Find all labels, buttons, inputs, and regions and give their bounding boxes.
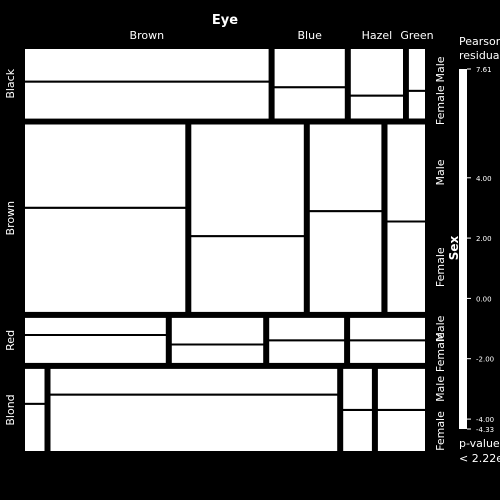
legend-tick-3: -2.00 bbox=[476, 356, 494, 364]
tile-blond-brown-male bbox=[23, 366, 47, 405]
sex-label-blond-female: Female bbox=[434, 411, 447, 451]
eye-label-brown: Brown bbox=[130, 29, 165, 42]
legend-tick-4: -4.00 bbox=[476, 416, 494, 424]
tile-brown-green-female bbox=[385, 220, 427, 314]
tile-brown-brown-female bbox=[23, 206, 188, 314]
legend-min-label: -4.33 bbox=[476, 426, 494, 434]
tile-black-blue-male bbox=[272, 47, 347, 89]
legend-tick-0: 4.00 bbox=[476, 175, 492, 183]
tile-brown-blue-female bbox=[189, 235, 306, 314]
tile-black-green-female bbox=[406, 89, 427, 121]
tile-blond-brown-female bbox=[23, 402, 47, 453]
top-variable-label: Eye bbox=[212, 13, 238, 28]
legend-title-line-2: residuals: bbox=[459, 49, 500, 62]
legend-max-label: 7.61 bbox=[476, 66, 492, 74]
tile-blond-hazel-female bbox=[341, 409, 374, 453]
tile-black-brown-male bbox=[23, 47, 271, 83]
hair-label-black: Black bbox=[4, 68, 17, 98]
hair-label-blond: Blond bbox=[4, 394, 17, 425]
tile-red-blue-male bbox=[169, 315, 266, 346]
sex-label-brown-female: Female bbox=[434, 247, 447, 287]
sex-label-blond-male: Male bbox=[434, 376, 447, 402]
legend-ticks: 7.61 4.00 2.00 0.00 -2.00 -4.00 -4.33 bbox=[467, 66, 494, 434]
tile-red-green-male bbox=[348, 315, 428, 342]
tile-brown-green-male bbox=[385, 122, 427, 223]
tile-brown-hazel-female bbox=[307, 210, 384, 314]
tile-red-brown-male bbox=[23, 315, 168, 336]
sex-label-red-female: Female bbox=[434, 332, 447, 372]
tile-black-brown-female bbox=[23, 80, 271, 121]
legend-title-line-1: Pearson bbox=[459, 35, 500, 48]
p-value-line-2: < 2.22e-16 bbox=[459, 452, 500, 465]
tile-brown-brown-male bbox=[23, 122, 188, 209]
legend-tick-2: 0.00 bbox=[476, 295, 492, 303]
sex-label-red-male: Male bbox=[434, 315, 447, 341]
tile-blond-blue-female bbox=[48, 393, 340, 454]
eye-level-labels: Brown Blue Hazel Green bbox=[130, 29, 434, 42]
mosaic-tiles bbox=[23, 47, 428, 454]
tile-blond-blue-male bbox=[48, 366, 340, 396]
tile-blond-green-female bbox=[375, 409, 427, 453]
tile-red-brown-female bbox=[23, 334, 168, 365]
tile-red-blue-female bbox=[169, 343, 266, 365]
hair-level-labels: Black Brown Red Blond bbox=[4, 68, 17, 425]
tile-black-hazel-male bbox=[348, 47, 405, 97]
legend-tick-1: 2.00 bbox=[476, 235, 492, 243]
hair-label-brown: Brown bbox=[4, 201, 17, 236]
sex-label-black-male: Male bbox=[434, 56, 447, 82]
tile-black-green-male bbox=[406, 47, 427, 92]
tile-black-blue-female bbox=[272, 86, 347, 121]
tile-black-hazel-female bbox=[348, 94, 405, 121]
tile-brown-hazel-male bbox=[307, 122, 384, 213]
hair-label-red: Red bbox=[4, 330, 17, 351]
right-variable-label: Sex bbox=[447, 235, 461, 260]
p-value-line-1: p-value = bbox=[459, 437, 500, 450]
sex-label-black-female: Female bbox=[434, 85, 447, 125]
tile-blond-hazel-male bbox=[341, 366, 374, 411]
residual-legend: Pearson residuals: 7.61 4.00 2.00 0.00 -2.00… bbox=[459, 35, 500, 465]
tile-red-green-female bbox=[348, 339, 428, 365]
tile-blond-green-male bbox=[375, 366, 427, 411]
sex-label-brown-male: Male bbox=[434, 159, 447, 185]
tile-brown-blue-male bbox=[189, 122, 306, 238]
legend-color-bar bbox=[459, 69, 467, 429]
eye-label-blue: Blue bbox=[298, 29, 323, 42]
eye-label-green: Green bbox=[400, 29, 433, 42]
eye-label-hazel: Hazel bbox=[362, 29, 393, 42]
tile-red-hazel-female bbox=[267, 339, 347, 365]
tile-red-hazel-male bbox=[267, 315, 347, 342]
